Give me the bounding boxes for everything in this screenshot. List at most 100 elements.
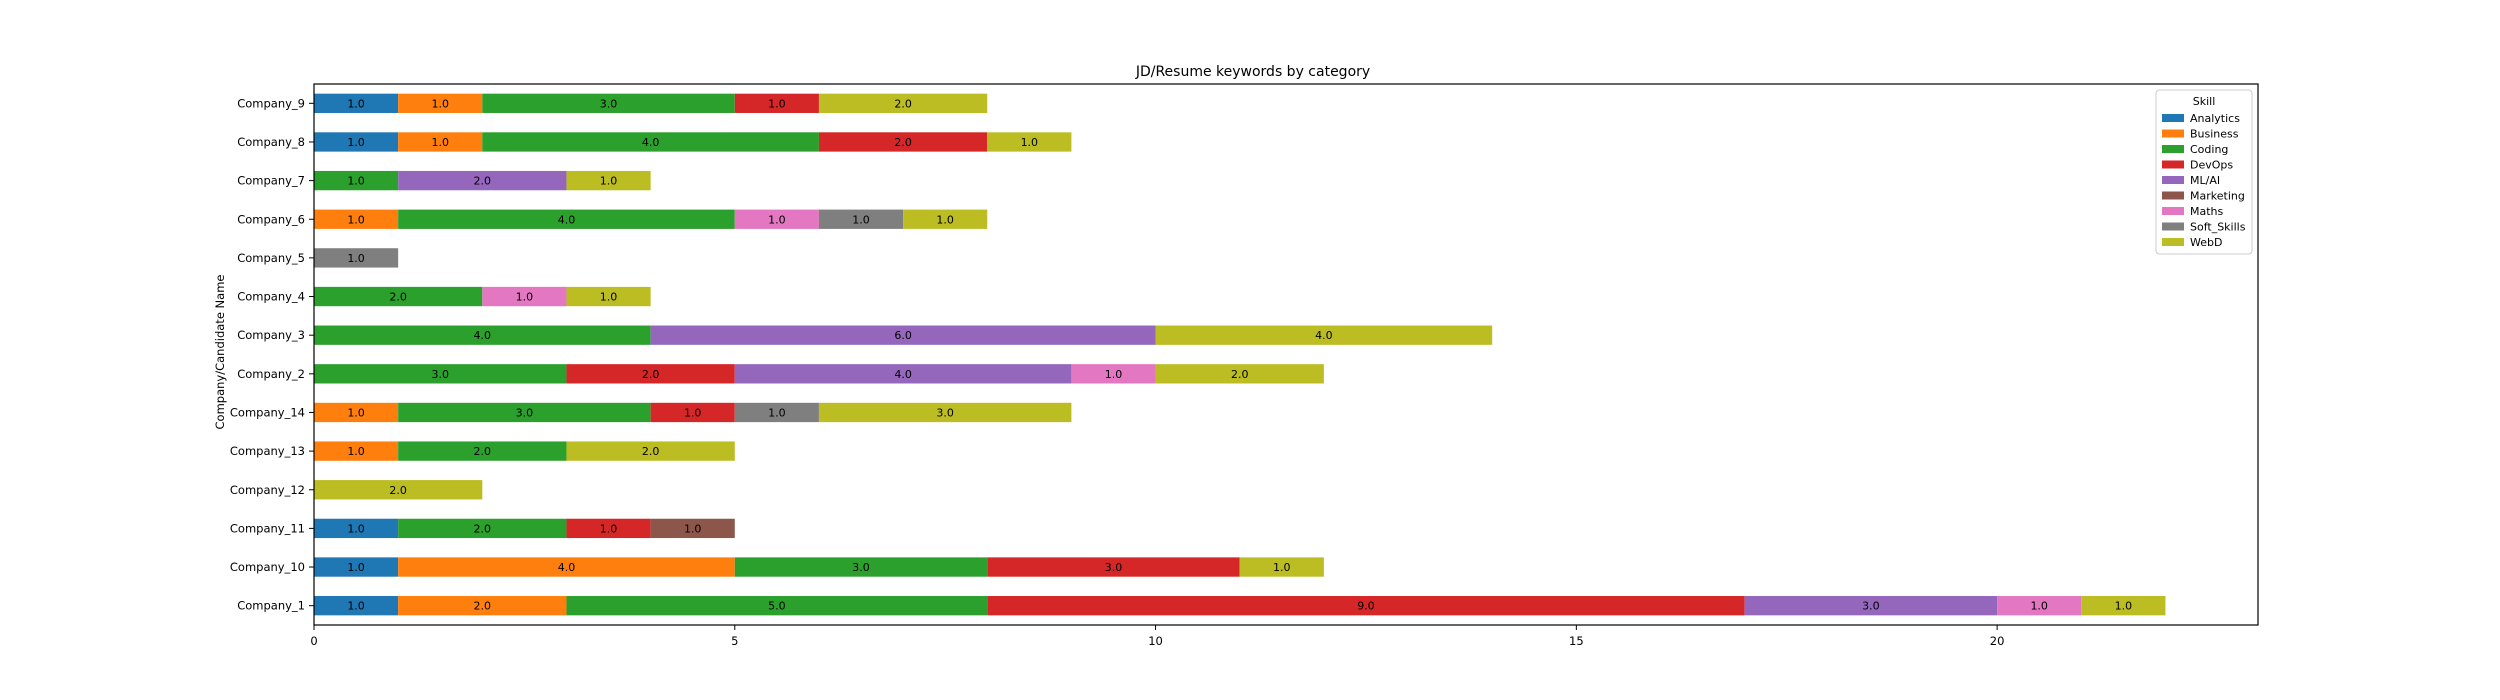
bar-segment — [566, 518, 651, 539]
bar-value-label: 3.0 — [1862, 600, 1880, 613]
bar-segment — [987, 596, 1745, 616]
bar-segment — [398, 557, 735, 577]
bar-segment — [903, 209, 988, 229]
bar-segment — [398, 518, 567, 539]
bar-value-label: 1.0 — [1021, 136, 1039, 149]
bar-value-label: 2.0 — [474, 522, 492, 535]
bar-segment — [398, 93, 483, 113]
bar-value-label: 1.0 — [768, 97, 786, 110]
bar-value-label: 1.0 — [768, 213, 786, 226]
bar-segment — [818, 93, 988, 113]
chart-title: JD/Resume keywords by category — [1135, 64, 1370, 80]
bar-value-label: 2.0 — [642, 445, 660, 458]
y-tick-label: Company_5 — [237, 251, 305, 265]
bar-value-label: 1.0 — [347, 175, 365, 188]
bar-value-label: 1.0 — [431, 97, 449, 110]
bar-value-label: 4.0 — [894, 368, 912, 381]
bar-segment — [2081, 596, 2166, 616]
bar-segment — [314, 209, 399, 229]
bar-segment — [818, 402, 1072, 423]
bar-value-label: 3.0 — [936, 406, 954, 419]
bar-segment — [734, 93, 819, 113]
legend-entry-label: Business — [2190, 128, 2239, 141]
bar-value-label: 1.0 — [852, 213, 870, 226]
y-tick-label: Company_3 — [237, 328, 305, 342]
bar-value-label: 1.0 — [600, 522, 618, 535]
bar-segment — [734, 557, 988, 577]
bar-value-label: 1.0 — [600, 291, 618, 304]
bar-value-label: 2.0 — [389, 291, 407, 304]
legend-entry-label: ML/AI — [2190, 174, 2220, 187]
bar-value-label: 2.0 — [474, 600, 492, 613]
bar-segment — [1155, 325, 1493, 345]
bar-segment — [314, 170, 399, 191]
bar-segment — [1071, 364, 1156, 384]
bar-segment — [482, 132, 819, 152]
bar-value-label: 1.0 — [347, 252, 365, 265]
bar-value-label: 1.0 — [347, 136, 365, 149]
x-tick-label: 10 — [1148, 634, 1163, 648]
y-tick-label: Company_9 — [237, 96, 305, 110]
bar-value-label: 2.0 — [474, 175, 492, 188]
bar-value-label: 1.0 — [431, 136, 449, 149]
bar-value-label: 3.0 — [516, 406, 534, 419]
bar-value-label: 1.0 — [936, 213, 954, 226]
y-tick-label: Company_1 — [237, 599, 305, 613]
y-tick-label: Company_7 — [237, 174, 305, 188]
bar-segment — [650, 402, 735, 423]
bar-value-label: 1.0 — [600, 175, 618, 188]
legend-entry-label: Coding — [2190, 143, 2228, 156]
bar-value-label: 1.0 — [684, 406, 702, 419]
bar-value-label: 1.0 — [347, 213, 365, 226]
x-tick-label: 15 — [1569, 634, 1584, 648]
legend-swatch — [2162, 222, 2184, 231]
bar-value-label: 4.0 — [474, 329, 492, 342]
bar-segment — [314, 325, 651, 345]
bar-segment — [818, 209, 904, 229]
y-tick-label: Company_10 — [230, 560, 305, 574]
bar-segment — [314, 480, 483, 500]
legend-entry-label: WebD — [2190, 236, 2222, 249]
legend: Skill Analytics Business Coding DevOps ML/AI M… — [2155, 89, 2253, 255]
bar-segment — [398, 170, 567, 191]
bar-segment — [566, 286, 651, 307]
bar-segment — [398, 596, 567, 616]
legend-swatch — [2162, 129, 2184, 138]
bar-segment — [1744, 596, 1998, 616]
legend-swatch — [2162, 160, 2184, 169]
bar-segment — [398, 132, 483, 152]
bar-segment — [314, 402, 399, 423]
legend-entry-label: Maths — [2190, 205, 2224, 218]
bar-value-label: 1.0 — [347, 406, 365, 419]
bar-value-label: 4.0 — [642, 136, 660, 149]
legend-swatch — [2162, 207, 2184, 215]
bar-value-label: 5.0 — [768, 600, 786, 613]
x-tick-label: 0 — [310, 634, 317, 648]
legend-swatch — [2162, 238, 2184, 246]
bar-value-label: 2.0 — [474, 445, 492, 458]
bar-value-label: 1.0 — [2115, 600, 2133, 613]
bar-value-label: 2.0 — [894, 97, 912, 110]
bar-segment — [650, 518, 735, 539]
bar-segment — [566, 364, 735, 384]
bar-value-label: 3.0 — [431, 368, 449, 381]
legend-swatch — [2162, 191, 2184, 200]
bar-value-label: 1.0 — [684, 522, 702, 535]
bar-value-label: 6.0 — [894, 329, 912, 342]
bar-segment — [314, 518, 399, 539]
bar-value-label: 1.0 — [768, 406, 786, 419]
bar-value-label: 1.0 — [1273, 561, 1291, 574]
bar-segment — [398, 402, 651, 423]
plot-frame — [313, 83, 2259, 626]
bar-segment — [987, 557, 1240, 577]
bar-segment — [398, 441, 567, 461]
y-tick-label: Company_4 — [237, 290, 305, 304]
y-tick-label: Company_14 — [230, 405, 305, 419]
legend-entry-label: Marketing — [2190, 190, 2245, 203]
bar-segment — [314, 364, 567, 384]
bar-segment — [734, 402, 819, 423]
bars-group — [314, 93, 2166, 616]
bar-value-label: 1.0 — [2030, 600, 2048, 613]
legend-entry-label: Soft_Skills — [2190, 221, 2246, 234]
bar-segment — [314, 93, 399, 113]
